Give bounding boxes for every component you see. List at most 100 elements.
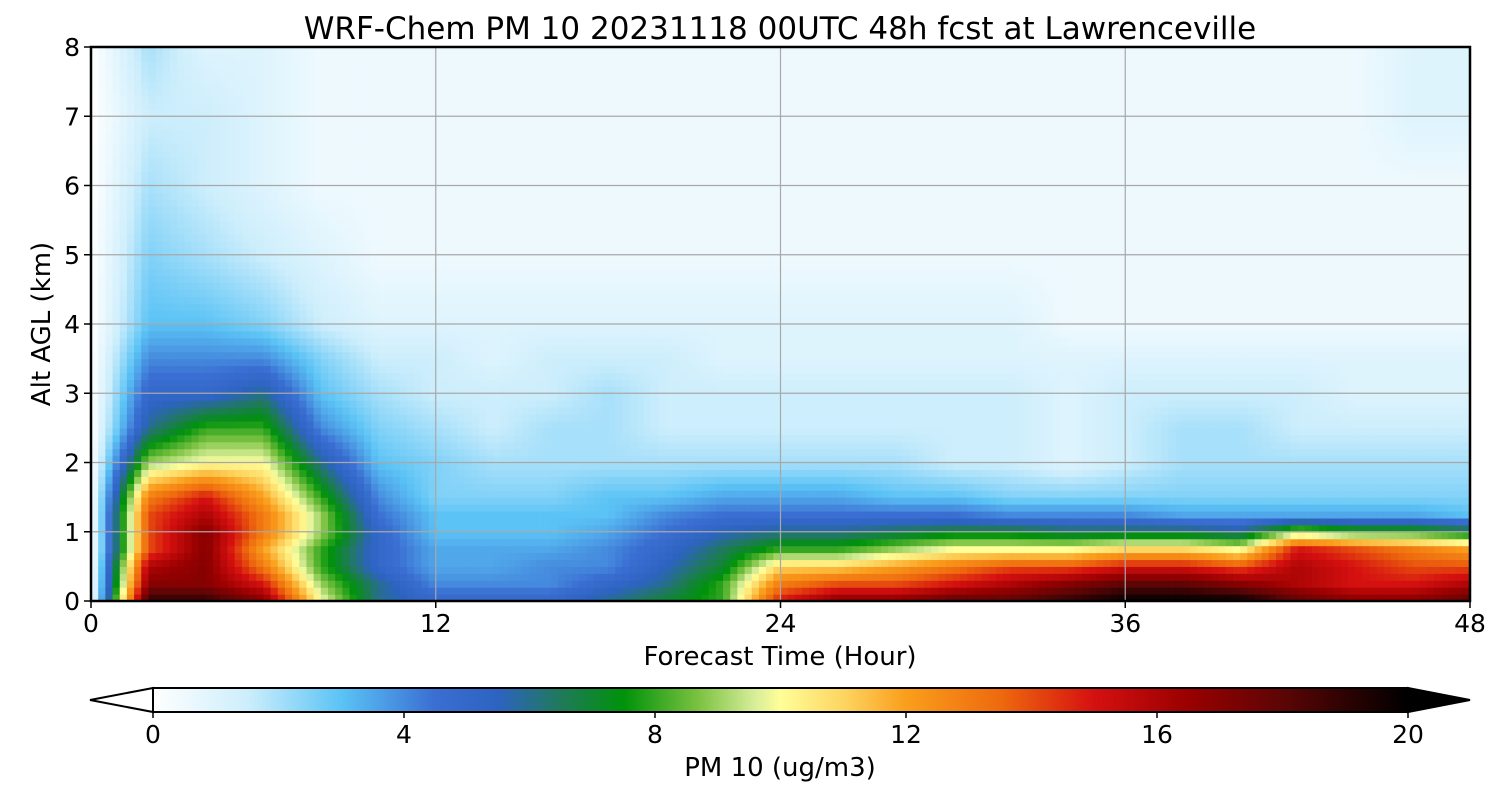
field-cell	[277, 150, 286, 159]
field-cell	[277, 483, 286, 491]
field-cell	[148, 164, 157, 173]
field-cell	[536, 462, 545, 471]
field-cell	[263, 476, 272, 484]
field-cell	[421, 552, 430, 561]
field-cell	[342, 164, 351, 173]
field-cell	[363, 524, 372, 533]
field-cell	[170, 171, 178, 180]
field-cell	[292, 351, 300, 360]
field-cell	[134, 545, 142, 554]
field-cell	[112, 220, 121, 228]
field-cell	[428, 88, 437, 97]
field-cell	[521, 538, 530, 547]
field-cell	[148, 386, 157, 394]
field-cell	[371, 53, 379, 62]
field-cell	[457, 566, 466, 574]
field-cell	[91, 289, 99, 297]
field-cell	[399, 372, 408, 380]
field-cell	[371, 552, 379, 561]
field-cell	[356, 178, 365, 187]
field-cell	[141, 67, 150, 76]
field-cell	[493, 268, 501, 277]
field-cell	[112, 455, 121, 464]
field-cell	[148, 552, 157, 561]
field-cell	[335, 317, 343, 325]
field-cell	[256, 254, 264, 263]
field-cell	[356, 393, 365, 401]
field-cell	[277, 330, 286, 339]
field-cell	[428, 317, 437, 325]
field-cell	[500, 379, 509, 387]
field-cell	[292, 455, 300, 464]
field-cell	[112, 324, 121, 332]
field-cell	[126, 116, 135, 124]
field-cell	[112, 123, 121, 131]
field-cell	[91, 164, 99, 173]
field-cell	[378, 109, 387, 117]
field-cell	[457, 143, 466, 152]
field-cell	[227, 552, 236, 561]
field-cell	[306, 233, 315, 242]
field-cell	[385, 448, 394, 457]
field-cell	[457, 330, 466, 339]
field-cell	[256, 53, 264, 62]
field-cell	[464, 476, 473, 484]
field-cell	[349, 282, 358, 290]
field-cell	[162, 178, 171, 187]
field-cell	[112, 102, 121, 110]
field-cell	[141, 552, 150, 561]
field-cell	[399, 531, 408, 540]
field-cell	[249, 254, 257, 263]
field-cell	[220, 213, 229, 221]
field-cell	[306, 504, 315, 512]
field-cell	[205, 88, 214, 97]
field-cell	[313, 476, 322, 484]
field-cell	[421, 171, 430, 180]
field-cell	[220, 123, 229, 131]
field-cell	[428, 414, 437, 422]
field-cell	[371, 372, 379, 380]
field-cell	[349, 531, 358, 540]
field-cell	[177, 102, 185, 110]
field-cell	[320, 427, 329, 436]
field-cell	[493, 199, 501, 207]
field-cell	[213, 462, 221, 471]
field-cell	[457, 455, 466, 464]
field-cell	[428, 303, 437, 311]
field-cell	[256, 130, 264, 138]
field-cell	[105, 53, 114, 62]
field-cell	[112, 289, 121, 297]
field-cell	[486, 247, 494, 256]
field-cell	[428, 462, 437, 471]
field-cell	[91, 400, 99, 408]
field-cell	[421, 60, 430, 69]
field-cell	[234, 531, 243, 540]
field-cell	[213, 386, 221, 394]
field-cell	[457, 434, 466, 443]
field-cell	[105, 448, 114, 457]
field-cell	[292, 296, 300, 304]
field-cell	[478, 351, 487, 360]
field-cell	[213, 344, 221, 353]
field-cell	[320, 53, 329, 62]
field-cell	[371, 282, 379, 290]
field-cell	[478, 379, 487, 387]
field-cell	[148, 580, 157, 588]
field-cell	[313, 213, 322, 221]
field-cell	[428, 337, 437, 346]
field-cell	[313, 594, 322, 601]
field-cell	[320, 330, 329, 339]
field-cell	[500, 317, 509, 325]
field-cell	[529, 109, 537, 117]
field-cell	[241, 261, 250, 270]
field-cell	[428, 510, 437, 519]
field-cell	[486, 358, 494, 367]
field-cell	[486, 233, 494, 242]
field-cell	[378, 420, 387, 429]
field-cell	[277, 60, 286, 69]
field-cell	[241, 171, 250, 180]
field-cell	[119, 60, 128, 69]
field-cell	[134, 524, 142, 533]
field-cell	[112, 580, 121, 588]
field-cell	[213, 531, 221, 540]
